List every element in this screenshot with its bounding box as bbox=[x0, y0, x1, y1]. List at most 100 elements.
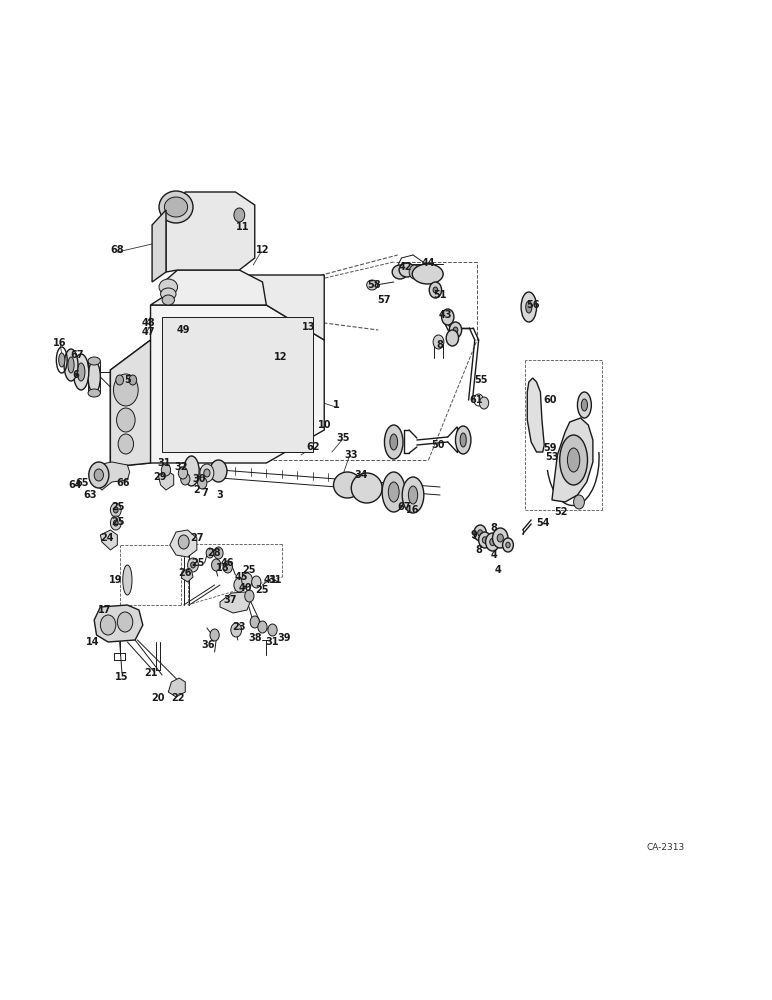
Circle shape bbox=[89, 462, 109, 488]
Polygon shape bbox=[93, 462, 130, 490]
Text: 14: 14 bbox=[86, 637, 100, 647]
Ellipse shape bbox=[460, 433, 466, 447]
Circle shape bbox=[110, 516, 121, 530]
Circle shape bbox=[181, 473, 190, 485]
Ellipse shape bbox=[392, 265, 408, 279]
Text: 56: 56 bbox=[526, 300, 540, 310]
Ellipse shape bbox=[68, 357, 74, 373]
Polygon shape bbox=[552, 418, 593, 502]
Ellipse shape bbox=[367, 280, 378, 290]
Circle shape bbox=[252, 576, 261, 588]
Circle shape bbox=[178, 467, 188, 479]
Ellipse shape bbox=[334, 472, 361, 498]
Circle shape bbox=[409, 265, 420, 279]
Text: 36: 36 bbox=[201, 640, 215, 650]
Circle shape bbox=[223, 561, 232, 573]
Text: 19: 19 bbox=[109, 575, 123, 585]
Text: 61: 61 bbox=[469, 395, 483, 405]
Circle shape bbox=[429, 282, 442, 298]
Text: 43: 43 bbox=[438, 310, 452, 320]
Text: 57: 57 bbox=[377, 295, 391, 305]
Circle shape bbox=[200, 464, 214, 482]
Text: 16: 16 bbox=[406, 505, 420, 515]
Polygon shape bbox=[110, 305, 324, 467]
Text: 25: 25 bbox=[111, 517, 125, 527]
Text: 35: 35 bbox=[337, 433, 350, 443]
Text: 33: 33 bbox=[344, 450, 358, 460]
Text: 63: 63 bbox=[83, 490, 97, 500]
Circle shape bbox=[188, 558, 198, 572]
Text: 24: 24 bbox=[100, 533, 113, 543]
Circle shape bbox=[94, 469, 103, 481]
Ellipse shape bbox=[577, 392, 591, 418]
Circle shape bbox=[449, 322, 462, 338]
Text: 29: 29 bbox=[153, 472, 167, 482]
Ellipse shape bbox=[521, 292, 537, 322]
Text: CA-2313: CA-2313 bbox=[646, 844, 685, 852]
Circle shape bbox=[198, 477, 207, 489]
Circle shape bbox=[234, 208, 245, 222]
Circle shape bbox=[212, 559, 221, 571]
Circle shape bbox=[191, 562, 195, 568]
Circle shape bbox=[113, 520, 118, 526]
Text: 52: 52 bbox=[554, 507, 568, 517]
Circle shape bbox=[129, 375, 137, 385]
Ellipse shape bbox=[560, 435, 587, 485]
Ellipse shape bbox=[402, 477, 424, 513]
Ellipse shape bbox=[88, 389, 100, 397]
Circle shape bbox=[161, 464, 171, 476]
Text: 10: 10 bbox=[317, 420, 331, 430]
Ellipse shape bbox=[159, 191, 193, 223]
Text: 39: 39 bbox=[277, 633, 291, 643]
Circle shape bbox=[100, 615, 116, 635]
Ellipse shape bbox=[581, 399, 587, 411]
Text: 41: 41 bbox=[263, 575, 277, 585]
Text: 25: 25 bbox=[191, 558, 205, 568]
Text: 28: 28 bbox=[207, 548, 221, 558]
Text: 26: 26 bbox=[178, 568, 192, 578]
Text: 58: 58 bbox=[367, 280, 381, 290]
Circle shape bbox=[486, 533, 499, 551]
Ellipse shape bbox=[64, 349, 78, 381]
Circle shape bbox=[178, 535, 189, 549]
Polygon shape bbox=[110, 340, 151, 467]
Text: 7: 7 bbox=[201, 488, 208, 498]
Text: 11: 11 bbox=[236, 222, 250, 232]
Circle shape bbox=[482, 537, 487, 543]
Text: 21: 21 bbox=[144, 668, 157, 678]
Text: 3: 3 bbox=[217, 490, 223, 500]
Circle shape bbox=[113, 374, 138, 406]
Polygon shape bbox=[168, 678, 185, 697]
Text: 4: 4 bbox=[495, 565, 501, 575]
Ellipse shape bbox=[161, 288, 176, 300]
Text: 50: 50 bbox=[431, 440, 445, 450]
Text: 46: 46 bbox=[221, 558, 235, 568]
Text: 59: 59 bbox=[543, 443, 557, 453]
Circle shape bbox=[245, 590, 254, 602]
Text: 66: 66 bbox=[117, 478, 130, 488]
Text: 67: 67 bbox=[397, 502, 411, 512]
Ellipse shape bbox=[88, 361, 100, 393]
Text: 31: 31 bbox=[157, 458, 171, 468]
Text: 45: 45 bbox=[235, 572, 249, 582]
Text: 49: 49 bbox=[176, 325, 190, 335]
Polygon shape bbox=[527, 378, 544, 452]
Circle shape bbox=[118, 434, 134, 454]
Circle shape bbox=[204, 469, 210, 477]
Text: 12: 12 bbox=[273, 352, 287, 362]
Ellipse shape bbox=[390, 434, 398, 450]
Text: 51: 51 bbox=[433, 290, 447, 300]
Ellipse shape bbox=[526, 301, 532, 313]
Circle shape bbox=[489, 538, 496, 546]
Ellipse shape bbox=[455, 426, 471, 454]
Bar bbox=[162, 317, 313, 452]
Polygon shape bbox=[220, 592, 251, 613]
Polygon shape bbox=[181, 570, 193, 582]
Text: 62: 62 bbox=[306, 442, 320, 452]
Ellipse shape bbox=[73, 354, 89, 390]
Polygon shape bbox=[94, 605, 143, 642]
Ellipse shape bbox=[382, 472, 405, 512]
Ellipse shape bbox=[77, 363, 85, 381]
Circle shape bbox=[242, 573, 252, 587]
Ellipse shape bbox=[159, 279, 178, 295]
